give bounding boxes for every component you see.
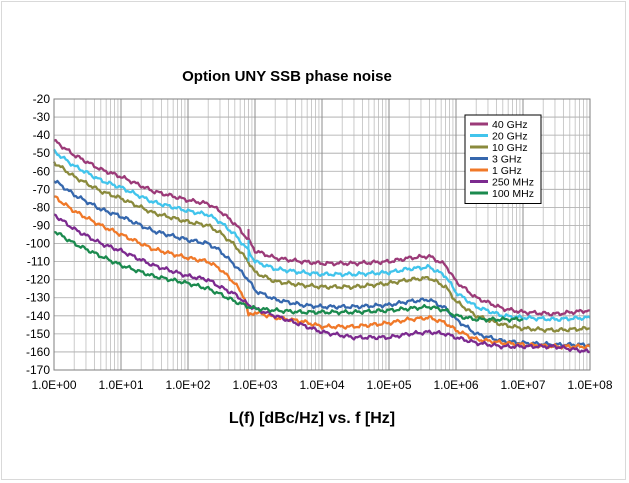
- y-tick-label: -90: [33, 218, 51, 232]
- y-tick-label: -20: [33, 92, 51, 106]
- x-tick-label: 1.0E+02: [165, 378, 210, 392]
- y-tick-label: -160: [26, 345, 50, 359]
- y-tick-label: -170: [26, 363, 50, 377]
- x-tick-label: 1.0E+08: [567, 378, 612, 392]
- legend-label: 40 GHz: [492, 119, 528, 131]
- plot-area-border: [53, 98, 591, 371]
- y-tick-label: -50: [33, 146, 51, 160]
- x-tick-label: 1.0E+00: [31, 378, 76, 392]
- legend-label: 1 GHz: [492, 165, 522, 177]
- y-tick-label: -40: [33, 128, 51, 142]
- y-tick-label: -80: [33, 200, 51, 214]
- legend-label: 20 GHz: [492, 131, 528, 143]
- series-line: [53, 179, 591, 348]
- y-tick-label: -130: [26, 291, 50, 305]
- legend-label: 3 GHz: [492, 154, 522, 166]
- x-axis-label: L(f) [dBc/Hz] vs. f [Hz]: [229, 410, 395, 427]
- y-tick-label: -30: [33, 110, 51, 124]
- x-tick-label: 1.0E+04: [299, 378, 344, 392]
- y-tick-label: -60: [33, 164, 51, 178]
- legend-label: 100 MHz: [492, 188, 534, 200]
- series-line: [53, 148, 591, 322]
- x-tick-label: 1.0E+03: [232, 378, 277, 392]
- x-axis-ticks: 1.0E+00 1.0E+01 1.0E+02 1.0E+03 1.0E+04 1.0E+…: [31, 378, 612, 392]
- y-tick-label: -140: [26, 309, 50, 323]
- y-axis-ticks: -20 -30 -40 -50 -60 -70 -80 -90 -100 -110 -120 -130…: [26, 92, 50, 377]
- legend-label: 10 GHz: [492, 142, 528, 154]
- series-lines: [52, 138, 591, 354]
- series-line: [53, 195, 591, 350]
- series-line: [53, 213, 591, 354]
- y-tick-label: -110: [27, 255, 50, 269]
- y-tick-label: -150: [26, 327, 50, 341]
- x-tick-label: 1.0E+06: [433, 378, 478, 392]
- legend-label: 250 MHz: [492, 177, 534, 189]
- series-line: [52, 161, 591, 333]
- series-line: [53, 138, 591, 317]
- x-tick-label: 1.0E+07: [500, 378, 545, 392]
- x-tick-label: 1.0E+01: [98, 378, 143, 392]
- chart-title: Option UNY SSB phase noise: [182, 68, 392, 85]
- y-tick-label: -70: [33, 182, 51, 196]
- x-tick-label: 1.0E+05: [366, 378, 411, 392]
- y-tick-label: -100: [26, 237, 50, 251]
- y-tick-label: -120: [26, 273, 50, 287]
- series-line: [53, 230, 524, 323]
